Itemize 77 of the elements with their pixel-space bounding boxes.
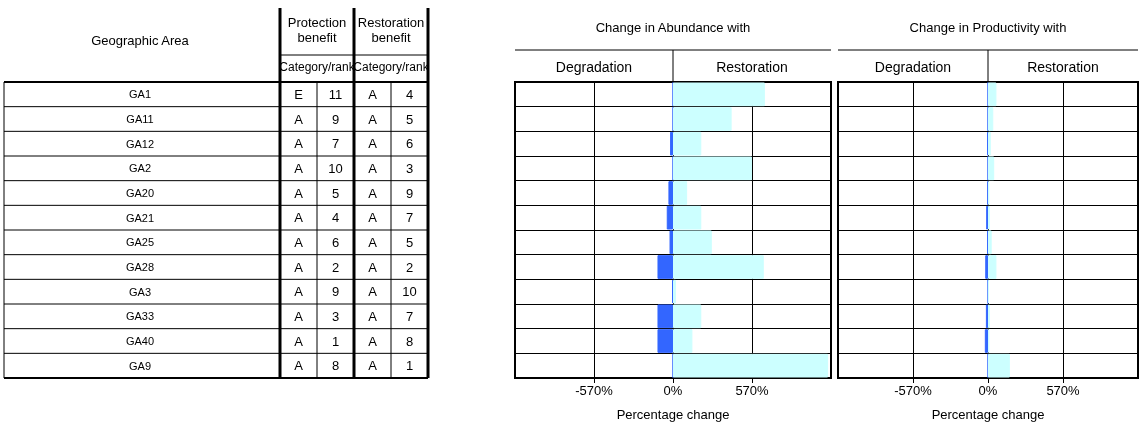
x-tick-label: -570% — [575, 383, 614, 398]
text: Degradation — [555, 59, 633, 75]
text: A — [368, 185, 377, 201]
text: Protection benefit — [287, 15, 347, 45]
text: E — [294, 86, 303, 102]
text: A — [294, 234, 303, 250]
text: A — [368, 284, 377, 300]
text: A — [294, 259, 303, 275]
text: A — [368, 259, 377, 275]
text: A — [368, 234, 377, 250]
text: 7 — [331, 136, 340, 152]
text: 6 — [405, 136, 414, 152]
text: 3 — [405, 160, 414, 176]
text: 7 — [405, 308, 414, 324]
text: 3 — [331, 308, 340, 324]
text: A — [368, 136, 377, 152]
category-label: GA28 — [125, 261, 155, 273]
text: 10 — [328, 160, 343, 176]
category-label: GA9 — [128, 359, 152, 372]
x-tick-label: -570% — [894, 383, 933, 398]
text: Geographic Area — [91, 32, 190, 48]
category-label: GA3 — [128, 285, 152, 298]
text: 4 — [405, 86, 414, 102]
category-label: GA25 — [125, 236, 155, 249]
text: 9 — [331, 284, 340, 300]
x-tick-label: 0% — [978, 383, 998, 398]
text: A — [294, 308, 303, 324]
text: 9 — [405, 185, 414, 201]
category-label: GA20 — [125, 187, 155, 199]
category-label: GA12 — [125, 137, 155, 150]
text: 10 — [402, 284, 417, 300]
text: 11 — [328, 86, 343, 102]
text: 7 — [405, 210, 414, 226]
category-label: GA40 — [125, 335, 155, 347]
text: A — [294, 358, 303, 374]
text: A — [294, 111, 303, 127]
text: 6 — [331, 234, 340, 250]
text: A — [368, 86, 377, 102]
text: Degradation — [874, 59, 952, 75]
text: 2 — [331, 259, 340, 275]
x-tick-label: 0% — [663, 383, 683, 398]
category-label: GA33 — [125, 310, 155, 323]
text: A — [294, 284, 303, 300]
text: A — [368, 308, 377, 324]
x-tick-label: 570% — [735, 383, 770, 398]
text: A — [294, 185, 303, 201]
chart-title: Change in Abundance with — [595, 19, 751, 35]
category-label: GA2 — [128, 162, 152, 175]
text: A — [294, 136, 303, 152]
x-axis-title: Percentage change — [616, 407, 730, 422]
text: 1 — [331, 333, 340, 349]
text: 5 — [405, 234, 414, 250]
text: A — [368, 160, 377, 176]
chart-title: Change in Productivity with — [909, 19, 1067, 35]
text: A — [368, 333, 377, 349]
text: 4 — [331, 210, 340, 226]
series-label: Restoration — [716, 59, 788, 75]
text: A — [368, 210, 377, 226]
category-label: GA1 — [128, 88, 152, 101]
text: 8 — [405, 333, 414, 349]
text: 1 — [405, 358, 414, 374]
text: 5 — [405, 111, 414, 127]
text: Restoration — [1027, 59, 1099, 75]
text: 2 — [405, 259, 414, 275]
text: 5 — [331, 185, 340, 201]
x-tick-label: 570% — [1046, 383, 1081, 398]
text: A — [368, 358, 377, 374]
text: A — [368, 111, 377, 127]
x-axis-title: Percentage change — [931, 407, 1045, 422]
text: 8 — [331, 358, 340, 374]
text: Restoration benefit — [357, 15, 425, 45]
text: A — [294, 210, 303, 226]
text: A — [294, 160, 303, 176]
text: 9 — [331, 111, 340, 127]
category-label: GA21 — [125, 211, 155, 224]
category-label: GA11 — [126, 113, 154, 125]
text: A — [294, 333, 303, 349]
